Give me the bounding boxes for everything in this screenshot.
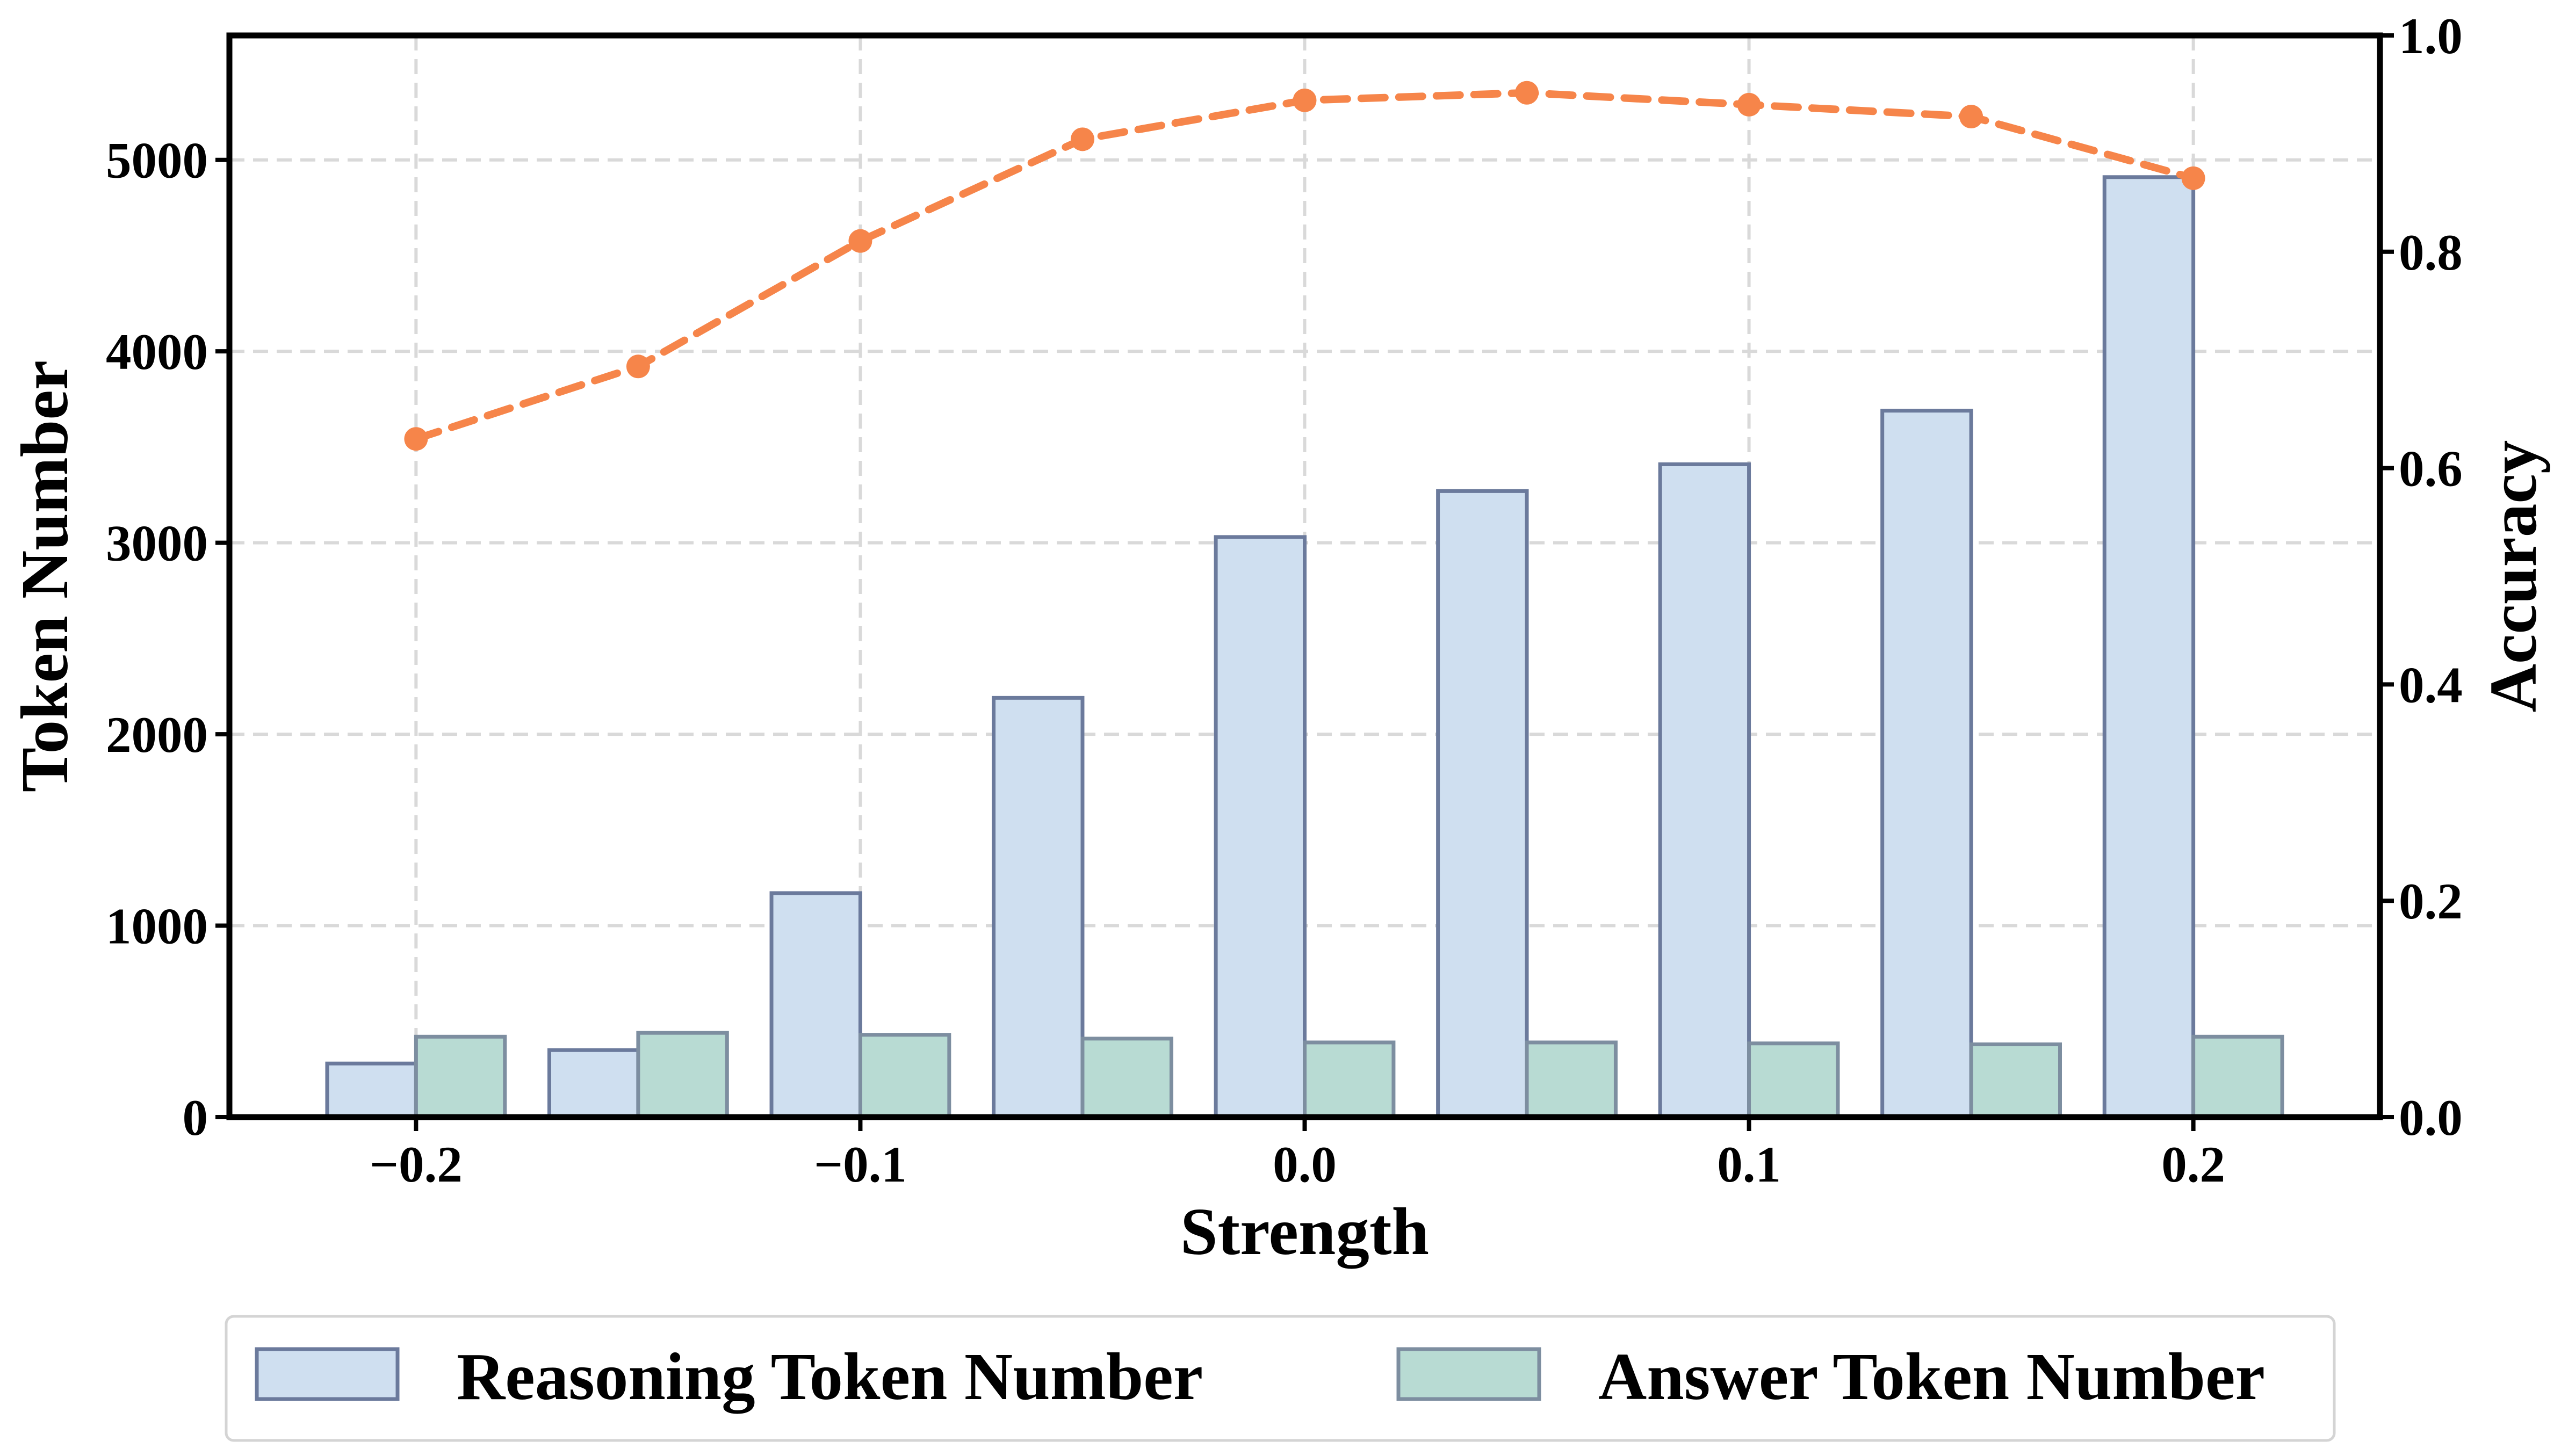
y-right-tick-label-0-4: 0.4 <box>2399 656 2463 713</box>
x-tick-label-0-2: 0.2 <box>2161 1136 2225 1193</box>
x-tick-label-0-0: 0.0 <box>1273 1136 1337 1193</box>
bars <box>325 175 2284 1119</box>
y-tick-label-4000: 4000 <box>106 323 208 380</box>
legend-label-reasoning: Reasoning Token Number <box>457 1340 1203 1414</box>
bar-reasoning-7 <box>1880 409 1973 1119</box>
bar-reasoning-5 <box>1436 489 1529 1119</box>
accuracy-series <box>404 81 2205 451</box>
y-tick-label-3000: 3000 <box>106 515 208 572</box>
bar-answer-3 <box>1080 1037 1173 1119</box>
accuracy-point-8 <box>2181 166 2205 190</box>
accuracy-point-2 <box>848 229 872 253</box>
axis-ticks: −0.2 −0.1 0.0 0.1 0.2 0 1000 2000 3000 4000 5000 0.… <box>106 8 2463 1193</box>
bar-answer-4 <box>1303 1040 1396 1119</box>
x-axis-title: Strength <box>1180 1195 1429 1269</box>
bar-answer-2 <box>858 1033 951 1119</box>
bar-reasoning-0 <box>325 1061 418 1119</box>
legend-frame <box>225 1315 2336 1442</box>
bar-answer-0 <box>414 1034 507 1119</box>
legend-swatch-answer <box>1396 1347 1541 1401</box>
bar-reasoning-3 <box>992 696 1085 1119</box>
bar-answer-6 <box>1747 1041 1840 1119</box>
legend: Reasoning Token Number Answer Token Numb… <box>225 1315 2336 1442</box>
y-right-tick-label-0-8: 0.8 <box>2399 224 2463 281</box>
y-tick-label-1000: 1000 <box>106 898 208 955</box>
bar-reasoning-2 <box>769 891 862 1119</box>
bar-answer-7 <box>1969 1042 2062 1119</box>
accuracy-point-7 <box>1959 105 1983 129</box>
bar-reasoning-6 <box>1658 462 1751 1119</box>
accuracy-point-0 <box>404 427 428 451</box>
bar-reasoning-4 <box>1214 535 1307 1119</box>
x-tick-label-minus-0-1: −0.1 <box>814 1136 907 1193</box>
bar-answer-5 <box>1525 1040 1618 1119</box>
y-right-tick-label-0-2: 0.2 <box>2399 873 2463 930</box>
bar-reasoning-8 <box>2102 175 2196 1119</box>
accuracy-point-4 <box>1293 88 1317 112</box>
bar-answer-1 <box>636 1031 729 1119</box>
legend-swatch-reasoning <box>255 1347 400 1401</box>
y-tick-label-5000: 5000 <box>106 132 208 189</box>
accuracy-point-6 <box>1737 92 1761 117</box>
y-right-tick-label-0-6: 0.6 <box>2399 440 2463 497</box>
x-tick-label-minus-0-2: −0.2 <box>370 1136 463 1193</box>
x-tick-label-0-1: 0.1 <box>1717 1136 1781 1193</box>
bar-reasoning-1 <box>547 1048 640 1119</box>
y-right-axis-title: Accuracy <box>2477 440 2551 713</box>
bar-answer-8 <box>2191 1034 2284 1119</box>
y-right-tick-label-1-0: 1.0 <box>2399 8 2463 64</box>
accuracy-point-3 <box>1070 127 1094 151</box>
y-tick-label-2000: 2000 <box>106 706 208 763</box>
legend-label-answer: Answer Token Number <box>1598 1340 2265 1414</box>
accuracy-point-1 <box>626 354 650 379</box>
y-axis-title: Token Number <box>8 360 82 793</box>
y-tick-label-0: 0 <box>183 1089 208 1146</box>
y-right-tick-label-0-0: 0.0 <box>2399 1089 2463 1146</box>
accuracy-point-5 <box>1515 81 1539 105</box>
